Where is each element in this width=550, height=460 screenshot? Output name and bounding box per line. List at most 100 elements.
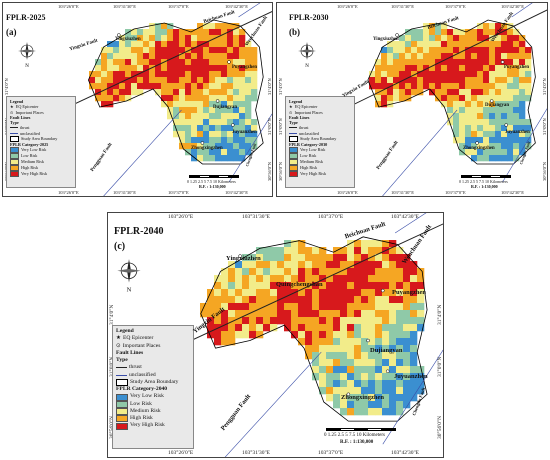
legend-class-4: High Risk (21, 165, 39, 171)
swatch-very-high (289, 171, 298, 177)
north-arrow-icon: N (18, 42, 36, 69)
risk-cell (405, 95, 412, 102)
risk-cell (465, 95, 472, 102)
risk-cell (312, 247, 320, 255)
risk-cell (389, 373, 397, 381)
risk-cell (333, 373, 341, 381)
risk-cell (340, 345, 348, 353)
risk-cell (242, 303, 250, 311)
risk-cell (368, 282, 376, 290)
risk-cell (319, 373, 327, 381)
risk-cell (221, 149, 228, 156)
risk-cell (215, 143, 222, 150)
risk-cell (221, 296, 229, 304)
risk-cell (319, 338, 327, 346)
risk-cell (101, 83, 108, 90)
risk-cell (417, 47, 424, 54)
risk-cell (185, 131, 192, 138)
coord-right-1: 31°4'0"N (267, 78, 272, 95)
risk-cell (389, 310, 397, 318)
risk-cell (167, 101, 174, 108)
risk-cell (149, 83, 156, 90)
risk-cell (227, 155, 234, 162)
risk-cell (340, 261, 348, 269)
legend-places: Important Places (294, 109, 323, 115)
risk-cell (249, 268, 257, 276)
place-marker (500, 60, 505, 64)
risk-cell (513, 119, 520, 126)
risk-cell (173, 89, 180, 96)
risk-cell (179, 89, 186, 96)
risk-cell (298, 324, 306, 332)
risk-cell (495, 101, 502, 108)
risk-cell (251, 143, 258, 150)
risk-cell (209, 65, 216, 72)
risk-cell (513, 149, 520, 156)
risk-cell (375, 71, 382, 78)
risk-cell (340, 338, 348, 346)
risk-cell (227, 113, 234, 120)
risk-cell (242, 275, 250, 283)
legend-places: Important Places (15, 109, 44, 115)
risk-cell (298, 331, 306, 339)
risk-cell (197, 41, 204, 48)
risk-cell (143, 41, 150, 48)
risk-cell (513, 89, 520, 96)
risk-cell (277, 296, 285, 304)
risk-cell (519, 107, 526, 114)
risk-cell (495, 119, 502, 126)
swatch-medium (10, 159, 19, 165)
risk-cell (107, 71, 114, 78)
risk-cell (429, 47, 436, 54)
risk-cell (326, 387, 334, 395)
risk-cell (453, 125, 460, 132)
risk-cell (228, 289, 236, 297)
fault-line (228, 113, 272, 183)
risk-cell (221, 282, 229, 290)
risk-cell (340, 408, 348, 416)
risk-cell (227, 119, 234, 126)
risk-cell (525, 95, 532, 102)
risk-cell (519, 41, 526, 48)
risk-cell (298, 310, 306, 318)
risk-cell (477, 53, 484, 60)
risk-cell (312, 296, 320, 304)
risk-cell (113, 77, 120, 84)
risk-cell (312, 303, 320, 311)
risk-cell (423, 83, 430, 90)
risk-cell (375, 282, 383, 290)
place-puyangzhen: Puyangzhen (232, 65, 258, 70)
risk-cell (411, 59, 418, 66)
risk-cell (209, 95, 216, 102)
risk-cell (291, 275, 299, 283)
panel-b-title: FPLR-2030 (289, 13, 329, 22)
place-yingxiuzhen: Yingxiuzhen (115, 37, 141, 42)
risk-cell (381, 95, 388, 102)
risk-cell (429, 35, 436, 42)
risk-cell (319, 268, 327, 276)
risk-cell (519, 131, 526, 138)
risk-cell (501, 53, 508, 60)
risk-cell (326, 352, 334, 360)
risk-cell (312, 324, 320, 332)
risk-cell (131, 29, 138, 36)
risk-cell (507, 131, 514, 138)
risk-cell (298, 254, 306, 262)
risk-cell (396, 387, 404, 395)
place-yingxiuzhen: Yingxiuzhen (226, 255, 261, 262)
risk-cell (411, 83, 418, 90)
risk-cell (354, 408, 362, 416)
risk-cell (525, 53, 532, 60)
risk-cell (399, 41, 406, 48)
risk-cell (340, 352, 348, 360)
risk-cell (459, 77, 466, 84)
risk-cell (340, 275, 348, 283)
risk-cell (215, 23, 222, 30)
legend-unclassified: unclassified (299, 130, 320, 136)
risk-cell (167, 53, 174, 60)
legend-class-5: Very High Risk (300, 171, 327, 177)
risk-cell (382, 310, 390, 318)
risk-cell (167, 59, 174, 66)
risk-cell (399, 53, 406, 60)
risk-cell (361, 401, 369, 409)
